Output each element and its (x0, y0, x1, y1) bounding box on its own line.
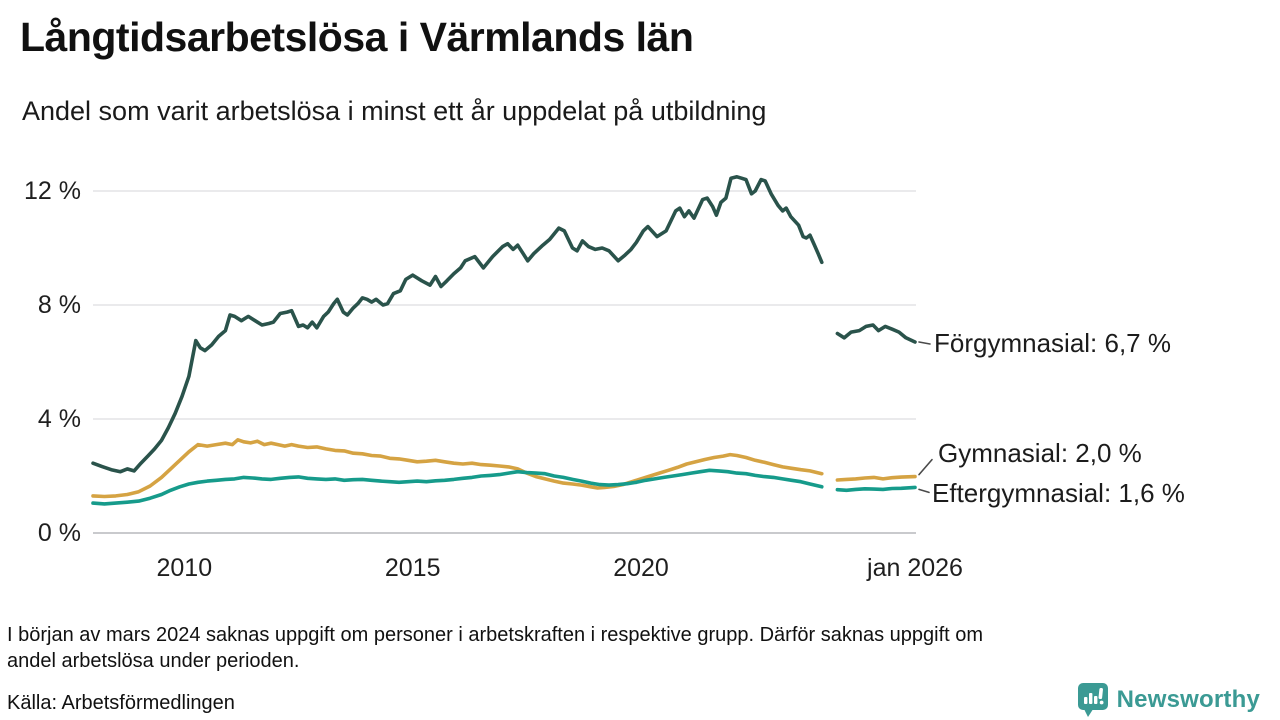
series-label-gymnasial: Gymnasial: 2,0 % (938, 438, 1142, 468)
page-subtitle: Andel som varit arbetslösa i minst ett å… (22, 96, 767, 126)
svg-text:0 %: 0 % (38, 519, 81, 547)
svg-text:4 %: 4 % (38, 405, 81, 433)
newsworthy-brand: Newsworthy (1077, 682, 1260, 718)
svg-text:2010: 2010 (156, 554, 212, 582)
svg-text:jan 2026: jan 2026 (866, 554, 963, 582)
footnote: I början av mars 2024 saknas uppgift om … (7, 622, 983, 674)
newsworthy-logo-icon (1077, 682, 1109, 718)
svg-text:2020: 2020 (613, 554, 669, 582)
footnote-line-2: andel arbetslösa under perioden. (7, 650, 300, 672)
source-attribution: Källa: Arbetsförmedlingen (7, 692, 235, 714)
svg-text:12 %: 12 % (24, 177, 81, 205)
svg-text:8 %: 8 % (38, 291, 81, 319)
footnote-line-1: I början av mars 2024 saknas uppgift om … (7, 624, 984, 646)
series-label-eftergymnasial: Eftergymnasial: 1,6 % (932, 478, 1185, 508)
page-title: Långtidsarbetslösa i Värmlands län (20, 14, 694, 60)
svg-text:2015: 2015 (385, 554, 441, 582)
newsworthy-wordmark: Newsworthy (1116, 686, 1260, 713)
series-label-forgymnasial: Förgymnasial: 6,7 % (934, 328, 1171, 358)
